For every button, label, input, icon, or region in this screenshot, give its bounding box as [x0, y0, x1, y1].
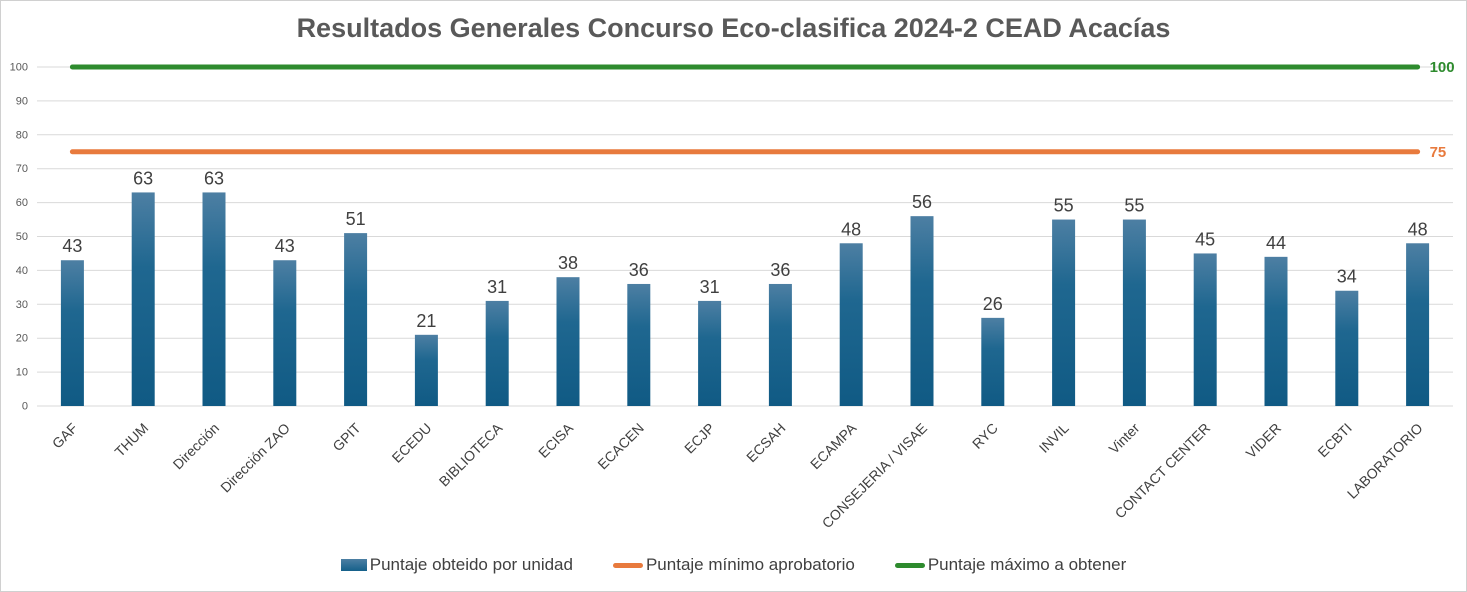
legend-item-bars: Puntaje obteido por unidad — [340, 555, 573, 575]
y-tick-label: 40 — [16, 265, 28, 277]
bar — [1122, 219, 1146, 406]
x-tick-label: ECACEN — [594, 420, 647, 473]
bar — [768, 283, 792, 406]
data-label: 43 — [275, 236, 295, 256]
y-tick-label: 90 — [16, 95, 28, 107]
x-tick-label: ECISA — [535, 419, 576, 460]
y-tick-label: 50 — [16, 231, 28, 243]
data-label: 45 — [1195, 229, 1215, 249]
bar — [1264, 256, 1288, 406]
bar — [910, 216, 934, 406]
y-tick-label: 60 — [16, 197, 28, 209]
legend-item-min: Puntaje mínimo aprobatorio — [612, 555, 855, 575]
bar — [839, 243, 863, 406]
data-label: 36 — [629, 260, 649, 280]
y-tick-label: 0 — [22, 401, 28, 413]
data-label: 51 — [346, 209, 366, 229]
data-label: 44 — [1266, 233, 1286, 253]
data-label: 55 — [1124, 196, 1144, 216]
bar — [1052, 219, 1076, 406]
bar — [1335, 290, 1359, 406]
x-tick-label: Dirección — [170, 420, 223, 473]
bar — [485, 300, 509, 406]
legend-swatch-max — [894, 562, 925, 568]
x-tick-label: BIBLIOTECA — [436, 419, 506, 489]
bar — [344, 233, 368, 406]
y-tick-label: 20 — [16, 333, 28, 345]
x-tick-label: RYC — [969, 420, 1001, 452]
legend: Puntaje obteido por unidad Puntaje mínim… — [1, 555, 1466, 575]
bar — [1406, 243, 1430, 406]
legend-label-min: Puntaje mínimo aprobatorio — [645, 555, 855, 574]
legend-label-bars: Puntaje obteido por unidad — [369, 555, 573, 574]
x-tick-label: ECSAH — [743, 420, 788, 465]
legend-label-max: Puntaje máximo a obtener — [927, 555, 1127, 574]
x-tick-label: Dirección ZAO — [217, 420, 293, 496]
chart-title: Resultados Generales Concurso Eco-clasif… — [296, 13, 1171, 43]
bar — [273, 260, 297, 406]
data-label: 34 — [1337, 267, 1357, 287]
bar — [60, 260, 84, 406]
legend-swatch-min — [612, 562, 643, 568]
data-label: 48 — [841, 219, 861, 239]
x-tick-label: ECAMPA — [807, 419, 860, 472]
x-tick-label: LABORATORIO — [1344, 420, 1426, 502]
x-tick-label: GAF — [49, 420, 81, 452]
x-tick-label: VIDER — [1243, 420, 1285, 462]
y-tick-label: 80 — [16, 129, 28, 141]
y-tick-label: 70 — [16, 163, 28, 175]
reference-line-label: 75 — [1430, 144, 1447, 161]
y-tick-label: 100 — [10, 62, 28, 74]
data-label: 26 — [983, 294, 1003, 314]
bar — [202, 192, 226, 406]
data-label: 36 — [770, 260, 790, 280]
y-tick-label: 10 — [16, 367, 28, 379]
data-label: 31 — [700, 277, 720, 297]
data-label: 48 — [1408, 219, 1428, 239]
bar — [627, 283, 651, 406]
x-tick-label: ECBTI — [1314, 420, 1354, 460]
x-tick-label: GPIT — [329, 419, 364, 454]
bar — [131, 192, 155, 406]
data-label: 38 — [558, 253, 578, 273]
data-label: 63 — [133, 168, 153, 188]
legend-item-max: Puntaje máximo a obtener — [894, 555, 1127, 575]
bar — [1193, 253, 1217, 406]
data-label: 21 — [416, 311, 436, 331]
bar — [556, 277, 580, 406]
data-label: 31 — [487, 277, 507, 297]
bar — [981, 317, 1005, 406]
data-label: 56 — [912, 192, 932, 212]
reference-line-label: 100 — [1430, 59, 1455, 76]
bar-chart: 0 10 20 30 40 50 60 70 80 90 100 75 100 43 63 63 43 51 2… — [10, 59, 1455, 531]
x-tick-label: ECEDU — [389, 420, 435, 466]
x-tick-label: ECJP — [681, 420, 718, 457]
x-tick-label: THUM — [111, 420, 151, 460]
x-tick-label: INVIL — [1036, 420, 1072, 456]
y-tick-label: 30 — [16, 299, 28, 311]
bar — [698, 300, 722, 406]
x-tick-label: Vinter — [1106, 420, 1143, 457]
legend-swatch-bars — [340, 559, 367, 571]
data-label: 63 — [204, 168, 224, 188]
bar — [414, 334, 438, 406]
data-label: 43 — [62, 236, 82, 256]
data-label: 55 — [1054, 196, 1074, 216]
